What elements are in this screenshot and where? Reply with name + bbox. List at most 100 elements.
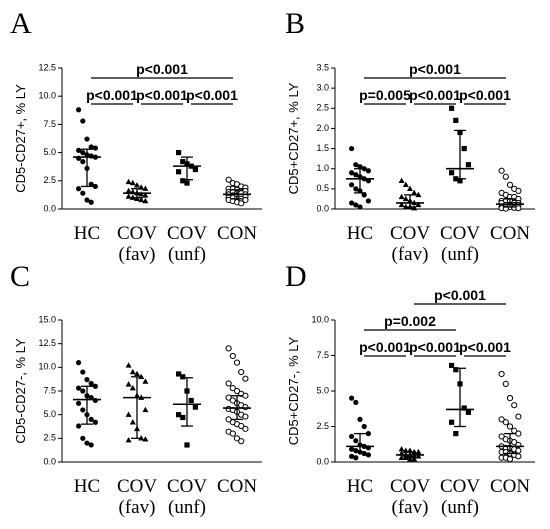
point — [349, 446, 355, 452]
point — [242, 413, 249, 420]
point — [361, 192, 367, 198]
point — [125, 178, 132, 185]
point — [502, 419, 509, 426]
p-value: p<0.001 — [459, 339, 511, 355]
point — [398, 201, 405, 208]
point — [357, 204, 363, 210]
p-value: p<0.001 — [459, 87, 511, 103]
x-tick-label: COV — [440, 476, 480, 497]
point — [498, 416, 505, 423]
x-tick-label: (unf) — [441, 244, 479, 265]
x-tick-label: (fav) — [119, 244, 156, 265]
x-tick-label: (unf) — [168, 497, 206, 518]
point — [125, 362, 132, 368]
point — [242, 425, 249, 432]
point — [498, 433, 505, 440]
point — [129, 368, 136, 375]
point — [238, 368, 245, 376]
point — [415, 191, 422, 198]
point — [80, 407, 86, 413]
point — [229, 385, 236, 392]
point — [402, 195, 409, 202]
point — [353, 399, 359, 405]
point — [453, 367, 459, 373]
point — [84, 136, 90, 142]
x-tick-label: COV — [117, 223, 157, 244]
point — [80, 150, 86, 156]
point — [506, 395, 514, 402]
x-tick-label: CON — [217, 476, 257, 497]
point — [515, 187, 522, 194]
p-value: p=0.005 — [359, 87, 411, 103]
point — [449, 419, 455, 425]
y-axis-label: CD5+CD27-, % LY — [286, 336, 301, 445]
point — [80, 388, 86, 394]
y-tick-label: 10.0 — [38, 362, 56, 372]
point — [192, 404, 198, 410]
p-value: p<0.001 — [409, 87, 461, 103]
point — [76, 107, 82, 113]
point — [465, 409, 471, 415]
x-tick-label: COV — [167, 476, 207, 497]
point — [125, 381, 132, 387]
x-tick-label: HC — [74, 476, 100, 497]
y-tick-label: 5.0 — [316, 385, 329, 395]
point — [515, 453, 522, 460]
point — [142, 406, 149, 413]
p-value: p=0.002 — [384, 313, 436, 329]
point — [142, 378, 149, 384]
y-tick-label: 5.0 — [43, 409, 56, 419]
point — [411, 189, 418, 196]
point — [506, 456, 514, 463]
point — [142, 185, 149, 191]
point — [349, 395, 355, 401]
p-value: p<0.001 — [136, 61, 188, 77]
point — [84, 197, 90, 203]
point — [449, 170, 455, 176]
point — [398, 193, 405, 200]
point — [125, 193, 132, 199]
point — [180, 414, 186, 421]
point — [233, 435, 241, 442]
point — [349, 182, 355, 188]
y-tick-label: 0.5 — [316, 183, 329, 193]
point — [76, 186, 82, 192]
y-tick-label: 12.5 — [38, 338, 56, 348]
point — [88, 144, 94, 150]
point — [515, 413, 522, 420]
point — [84, 377, 90, 383]
panel-letter: A — [10, 7, 32, 40]
point — [465, 162, 471, 168]
point — [92, 145, 98, 151]
point — [407, 185, 413, 192]
y-tick-label: 0.0 — [316, 456, 329, 466]
point — [365, 198, 371, 204]
point — [357, 416, 363, 422]
point — [134, 182, 140, 188]
panel-letter: C — [10, 260, 30, 293]
point — [502, 380, 509, 387]
y-axis-label: CD5+CD27+, % LY — [286, 82, 301, 194]
y-axis-label: CD5-CD27+, % LY — [13, 84, 28, 193]
p-value: p<0.001 — [409, 339, 461, 355]
point — [76, 385, 82, 391]
point — [88, 199, 94, 205]
y-tick-label: 12.5 — [38, 62, 56, 72]
point — [129, 179, 136, 186]
point — [242, 375, 249, 382]
point — [225, 345, 232, 352]
point — [142, 436, 149, 442]
point — [415, 448, 422, 455]
y-tick-label: 2.5 — [43, 433, 56, 443]
panel-letter: D — [285, 260, 307, 293]
point — [353, 438, 359, 444]
point — [238, 422, 245, 430]
y-tick-label: 2.5 — [43, 175, 56, 185]
point — [415, 201, 422, 208]
y-tick-label: 0.0 — [43, 456, 56, 466]
x-tick-label: COV — [440, 223, 480, 244]
y-tick-label: 7.5 — [316, 350, 329, 360]
point — [411, 204, 418, 211]
point — [242, 403, 249, 411]
